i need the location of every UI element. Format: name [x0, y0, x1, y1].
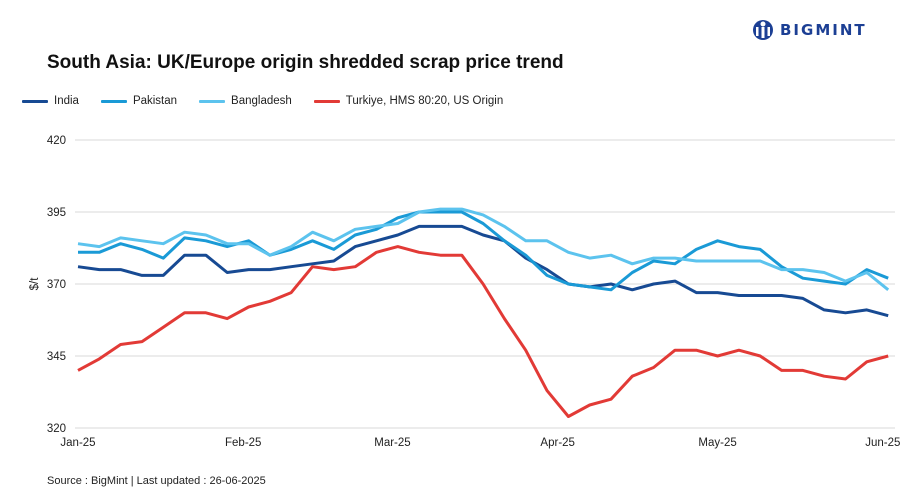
legend-item-pakistan: Pakistan: [100, 95, 178, 107]
legend-label: Pakistan: [132, 95, 178, 107]
legend-label: Turkiye, HMS 80:20, US Origin: [345, 95, 504, 107]
series-line-turkiye: [77, 245, 889, 418]
chart-legend: India Pakistan Bangladesh Turkiye, HMS 8…: [22, 95, 525, 107]
y-tick-label: 370: [47, 279, 66, 291]
x-tick-label: Feb-25: [225, 437, 261, 449]
bigmint-logo-icon: [753, 20, 773, 40]
y-tick-label: 320: [47, 423, 66, 435]
legend-swatch: [199, 99, 226, 103]
series-line-pakistan: [78, 210, 889, 292]
legend-item-india: India: [22, 95, 79, 107]
bigmint-logo: BIGMINT: [752, 18, 867, 42]
legend-item-turkiye: Turkiye, HMS 80:20, US Origin: [313, 95, 504, 107]
x-tick-label: Apr-25: [540, 437, 575, 449]
legend-label: Bangladesh: [231, 95, 292, 107]
source-note: Source : BigMint | Last updated : 26-06-…: [47, 475, 266, 487]
series-line-india: [77, 224, 889, 318]
chart-title: South Asia: UK/Europe origin shredded sc…: [47, 52, 564, 73]
legend-swatch: [22, 99, 48, 103]
x-tick-label: Mar-25: [374, 437, 410, 449]
x-tick-label: May-25: [698, 437, 736, 449]
legend-swatch: [313, 99, 340, 103]
y-tick-label: 345: [47, 351, 66, 363]
y-tick-label: 395: [47, 207, 66, 219]
legend-swatch: [100, 99, 127, 103]
x-tick-label: Jun-25: [865, 437, 900, 449]
bigmint-logo-text: BIGMINT: [780, 21, 867, 39]
legend-label: India: [54, 95, 79, 107]
y-axis-label: $/t: [29, 277, 41, 291]
x-tick-label: Jan-25: [60, 437, 95, 449]
legend-item-bangladesh: Bangladesh: [199, 95, 292, 107]
y-tick-label: 420: [47, 135, 66, 147]
series-line-bangladesh: [77, 207, 890, 291]
